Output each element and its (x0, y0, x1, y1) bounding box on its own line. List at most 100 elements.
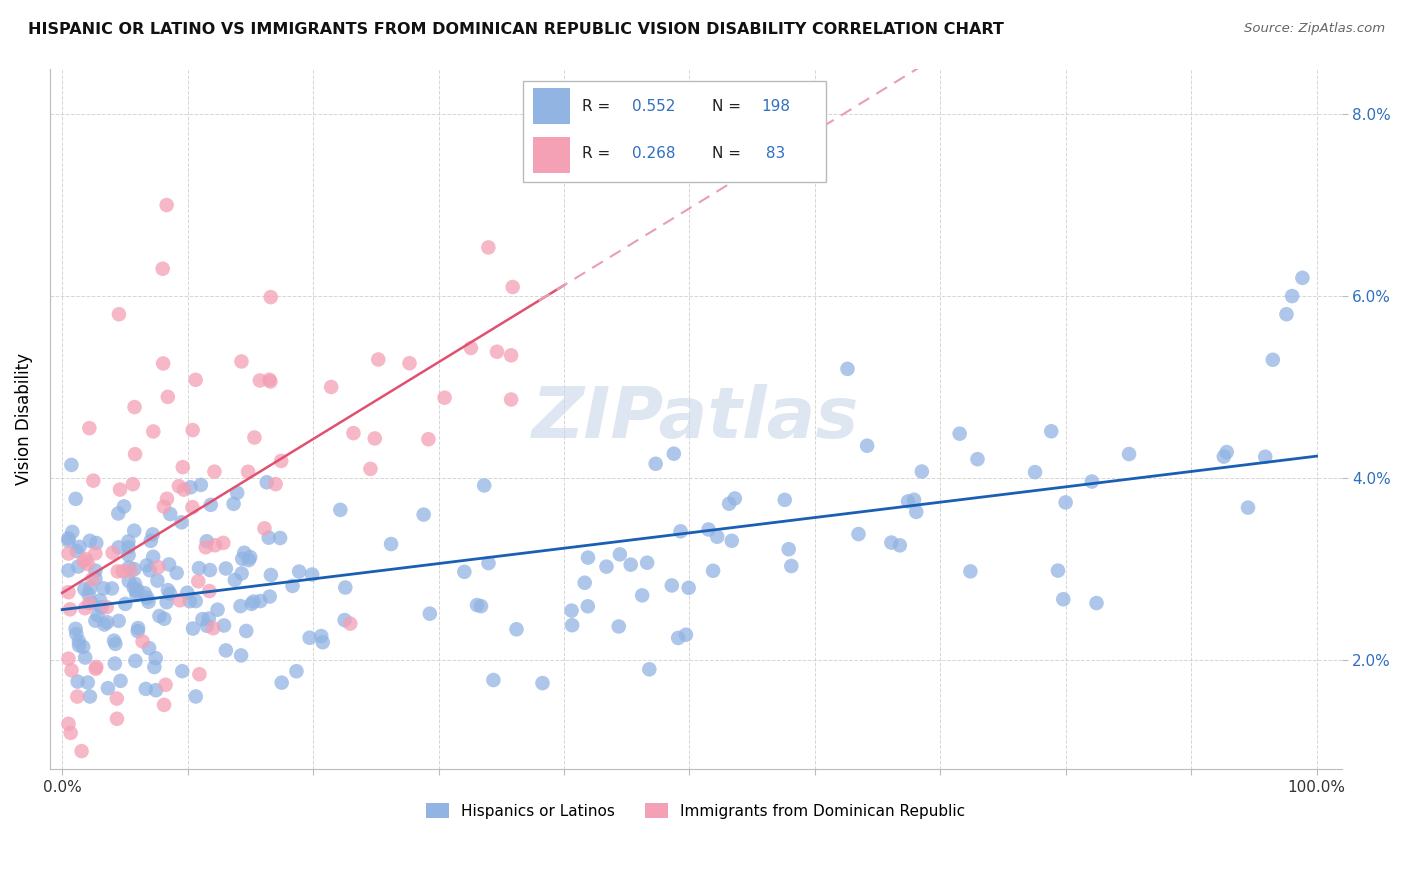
Point (231, 354, 253, 368)
Text: 0.552: 0.552 (631, 99, 675, 114)
Point (1024, 465, 1046, 479)
Point (477, 556, 499, 570)
Point (79, 533, 101, 548)
Point (1052, 592, 1074, 607)
Point (249, 594, 271, 608)
Point (58, 716, 80, 731)
Text: HISPANIC OR LATINO VS IMMIGRANTS FROM DOMINICAN REPUBLIC VISION DISABILITY CORRE: HISPANIC OR LATINO VS IMMIGRANTS FROM DO… (28, 22, 1004, 37)
Point (153, 612, 176, 626)
Point (1254, 450, 1277, 464)
Point (259, 375, 281, 389)
Point (125, 587, 148, 601)
Point (702, 564, 724, 578)
Point (58, 651, 80, 665)
Point (108, 307, 131, 321)
Point (367, 352, 389, 367)
Point (339, 616, 361, 631)
Point (1237, 500, 1260, 515)
Point (249, 374, 271, 388)
Point (59, 602, 82, 616)
Point (60, 524, 83, 539)
Point (905, 505, 928, 519)
Point (194, 541, 217, 555)
Point (911, 465, 934, 479)
Point (1081, 475, 1104, 489)
Text: 83: 83 (762, 146, 786, 161)
Point (70, 744, 93, 758)
Point (1054, 495, 1077, 509)
Point (398, 356, 420, 370)
Point (84, 614, 107, 628)
Point (889, 538, 911, 552)
Point (152, 261, 174, 276)
FancyBboxPatch shape (533, 136, 569, 173)
Point (153, 500, 176, 514)
Point (176, 585, 198, 599)
Point (257, 531, 280, 545)
Text: Source: ZipAtlas.com: Source: ZipAtlas.com (1244, 22, 1385, 36)
Point (89, 593, 111, 607)
Point (180, 480, 202, 494)
Point (156, 583, 179, 598)
Point (212, 618, 235, 632)
Point (145, 683, 167, 698)
Point (107, 541, 129, 555)
Point (66, 674, 89, 689)
Point (837, 362, 859, 376)
Point (84, 564, 107, 578)
Point (285, 664, 308, 678)
Point (67, 634, 90, 648)
Point (256, 475, 278, 490)
Point (501, 392, 523, 407)
Point (84, 546, 107, 560)
Point (159, 507, 181, 521)
Point (169, 593, 191, 607)
Point (97, 681, 120, 695)
Point (238, 553, 260, 567)
Point (124, 654, 146, 668)
Point (465, 598, 488, 612)
Point (103, 633, 125, 648)
Point (780, 559, 803, 574)
Point (224, 573, 246, 587)
Point (86, 660, 108, 674)
Point (231, 551, 253, 566)
Point (105, 691, 128, 706)
Point (1085, 596, 1108, 610)
Point (1216, 445, 1239, 459)
Point (143, 660, 166, 674)
Point (65, 622, 87, 636)
Point (477, 240, 499, 254)
Point (66, 544, 89, 558)
Point (609, 547, 631, 561)
Point (1291, 270, 1313, 285)
Point (229, 599, 252, 614)
Text: R =: R = (582, 99, 616, 114)
Point (595, 559, 617, 574)
Point (117, 540, 139, 554)
Point (204, 465, 226, 479)
Point (148, 560, 170, 574)
Point (638, 662, 661, 676)
Point (309, 629, 332, 643)
Point (281, 579, 304, 593)
Point (678, 581, 700, 595)
Point (253, 521, 276, 535)
Text: N =: N = (711, 146, 745, 161)
Point (79, 421, 101, 435)
Point (135, 558, 157, 573)
Point (77, 557, 100, 571)
Point (631, 588, 654, 602)
Point (1040, 424, 1063, 438)
Point (1212, 450, 1234, 464)
Point (101, 546, 124, 560)
Point (152, 356, 174, 370)
Point (155, 678, 177, 692)
Point (321, 380, 343, 394)
Point (966, 452, 988, 467)
Point (66, 690, 89, 704)
Point (242, 594, 264, 608)
Point (67, 559, 90, 574)
Point (93, 617, 115, 632)
Point (231, 566, 253, 581)
